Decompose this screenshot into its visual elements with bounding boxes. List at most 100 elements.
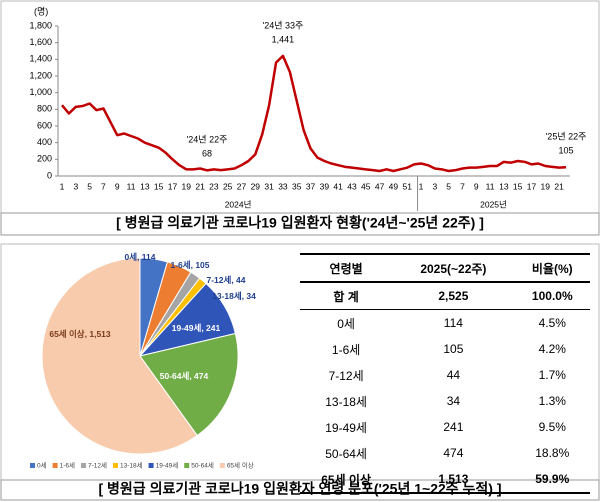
x-tick-label: 39: [320, 181, 330, 191]
x-tick-label: 23: [209, 181, 219, 191]
table-cell: 474: [443, 446, 464, 460]
table-cell: 44: [446, 368, 461, 382]
pie-label: 19-49세, 241: [172, 323, 221, 333]
legend-label: 0세: [37, 461, 47, 470]
pie-label: 1-6세, 105: [170, 260, 209, 270]
pie-label-category: 50-64세: [160, 371, 190, 381]
line: [61, 54, 567, 173]
table-cell: 7-12세: [328, 368, 364, 383]
pie-label-value: 114: [142, 252, 156, 262]
x-tick-label: 19: [541, 181, 551, 191]
y-tick-label: 1,200: [29, 70, 52, 80]
table-cell: 1-6세: [331, 342, 361, 357]
table-row: 65세 이상 1,513 59.9%: [300, 466, 590, 494]
table-cell: 13-18세: [325, 394, 367, 409]
x-tick-label: 45: [361, 181, 371, 191]
table-cell: 241: [443, 420, 464, 434]
legend-swatch: [52, 463, 58, 468]
x-tick-label: 7: [460, 181, 465, 191]
x-tick-label: 11: [127, 181, 136, 191]
legend-swatch: [148, 463, 154, 468]
x-tick-label: 3: [432, 181, 437, 191]
pie-slice: [41, 257, 198, 455]
table-cell: 4.2%: [538, 342, 566, 356]
y-tick-label: 400: [37, 137, 52, 147]
x-tick-label: 47: [375, 181, 385, 191]
pie-label-category: 1-6세: [170, 260, 190, 270]
y-tick-label: 1,800: [29, 20, 52, 30]
pie-label-category: 13-18세: [212, 291, 242, 301]
legend-label: 19-49세: [156, 461, 179, 470]
legend-label: 50-64세: [191, 461, 214, 470]
x-tick-label: 9: [115, 181, 120, 191]
pie-label: 0세, 114: [124, 252, 155, 262]
x-tick-label: 15: [513, 181, 523, 191]
table-row: 0세 114 4.5%: [300, 310, 590, 337]
pie-label-value: 474: [194, 371, 208, 381]
x-tick-label: 17: [168, 181, 178, 191]
x-tick-label: 21: [195, 181, 205, 191]
x-tick-label: 11: [486, 181, 495, 191]
x-tick-label: 15: [154, 181, 164, 191]
table-cell: 9.5%: [538, 420, 566, 434]
group-label: 2025년: [480, 199, 507, 209]
table-cell: 59.9%: [514, 466, 590, 494]
header-row: 연령별 2025(~22주) 비율(%): [300, 253, 590, 283]
y-tick-label: 0: [47, 170, 52, 180]
x-tick-label: 7: [101, 181, 106, 191]
table-row: 1-6세 105 4.2%: [300, 336, 590, 362]
x-tick-label: 13: [499, 181, 509, 191]
pie-label: 65세 이상, 1,513: [49, 329, 111, 339]
pie-label-category: 0세: [124, 252, 137, 262]
table-row: 50-64세 474 18.8%: [300, 440, 590, 466]
pie-label: 50-64세, 474: [160, 371, 209, 381]
pie-label-sep: ,: [242, 291, 247, 301]
x-tick-label: 27: [237, 181, 247, 191]
caption-box: [0, 212, 600, 236]
x-tick-label: 5: [446, 181, 451, 191]
y-tick-label: 1,000: [29, 87, 52, 97]
x-tick-label: 9: [474, 181, 479, 191]
table-cell: 100.0%: [514, 282, 590, 310]
pie-slice: [139, 332, 239, 437]
legend-swatch: [112, 463, 118, 468]
table-row: 합 계 2,525 100.0%: [300, 282, 590, 310]
table-cell: 합 계: [300, 282, 393, 310]
x-tick-label: 49: [389, 181, 399, 191]
header-cell: 2025(~22주): [392, 253, 515, 283]
legend-swatch: [30, 463, 35, 468]
annotation: '24년 33주: [263, 20, 304, 30]
x-tick-label: 29: [251, 181, 261, 191]
header-cell: 비율(%): [514, 253, 590, 283]
x-tick-label: 31: [264, 181, 274, 191]
table-cell: 50-64세: [325, 446, 367, 461]
legend-label: 13-18세: [120, 461, 143, 470]
legend-swatch: [219, 463, 225, 468]
legend-label: 1-6세: [60, 461, 75, 470]
x-tick-label: 25: [223, 181, 233, 191]
table-cell: 114: [443, 316, 463, 330]
table-row: 13-18세 34 1.3%: [300, 388, 590, 414]
legend-swatch: [80, 463, 86, 468]
x-tick-label: 5: [87, 181, 92, 191]
x-tick-label: 43: [347, 181, 357, 191]
y-tick-label: 800: [37, 104, 52, 114]
data-label: 68: [202, 149, 212, 159]
pie-label-value: 1,513: [89, 329, 111, 339]
annotation: '24년 22주: [187, 135, 228, 145]
pie-label-category: 7-12세: [206, 275, 231, 285]
pie-label-value: 241: [206, 323, 220, 333]
x-tick-label: 1: [419, 181, 424, 191]
table-row: 19-49세 241 9.5%: [300, 414, 590, 440]
table-cell: 1,513: [392, 466, 515, 494]
table-cell: 2,525: [392, 282, 515, 310]
pie-label-sep: ,: [191, 260, 196, 270]
table-cell: 65세 이상: [300, 466, 393, 494]
table-cell: 4.5%: [538, 316, 566, 330]
pie-label-sep: ,: [85, 329, 90, 339]
x-tick-label: 3: [73, 181, 78, 191]
x-tick-label: 37: [306, 181, 316, 191]
x-tick-label: 17: [527, 181, 537, 191]
y-tick-label: 600: [37, 120, 52, 130]
